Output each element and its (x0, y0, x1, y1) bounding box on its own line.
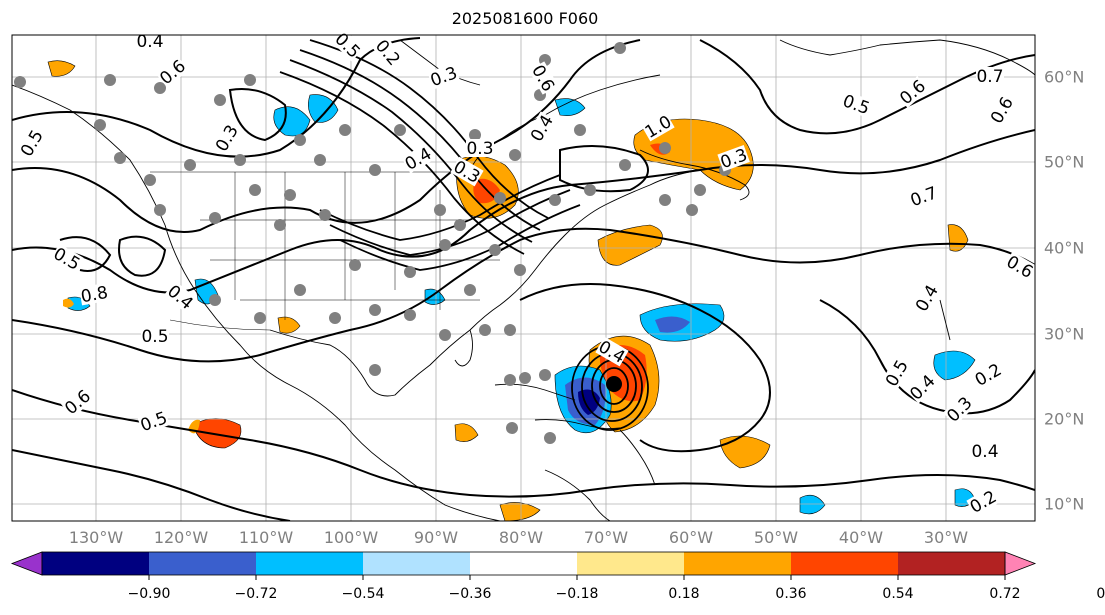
contour-label-bg (717, 144, 750, 172)
colorbar-tick-label: 0.36 (775, 586, 807, 602)
lon-tick-label: 40°W (838, 528, 884, 547)
contour-label: 0.3 (466, 139, 493, 159)
contour-label-bg (971, 359, 1005, 390)
lat-tick-label: 50°N (1044, 152, 1085, 172)
contour-label: 0.5 (141, 327, 168, 347)
contour-label: 0.8 (79, 283, 109, 307)
map-frame (11, 34, 1036, 522)
contour-label-bg (526, 111, 557, 145)
contour-label-bg (905, 370, 939, 404)
contour-label-bg (50, 243, 84, 274)
contour-label-bg (641, 111, 675, 142)
contour-label-bg (136, 32, 164, 50)
colorbar-tick-label: −0.72 (234, 586, 278, 602)
colorbar-tick-label: 0.18 (668, 586, 700, 602)
lon-tick-label: 60°W (668, 528, 714, 547)
shade-orange-caribbean (454, 423, 479, 442)
shade-orange-north (47, 60, 76, 77)
shade-blue-west (273, 106, 311, 137)
contour-label: 0.7 (976, 67, 1003, 87)
lon-tick-label: 50°W (753, 528, 799, 547)
contour-label-bg (427, 62, 460, 90)
contour-label-bg (331, 28, 365, 62)
contour-label-bg (141, 327, 169, 345)
contour-label-bg (16, 126, 47, 160)
colorbar-tick-label: −0.36 (448, 586, 492, 602)
contour-label-bg (966, 486, 1000, 517)
contour-label-bg (976, 67, 1004, 85)
contour-label-bg (971, 442, 999, 460)
jet-contours (279, 39, 581, 271)
colorbar-tick-label: −0.54 (341, 586, 385, 602)
graticule (12, 35, 1035, 521)
shade-blue-atlantic-core (655, 316, 690, 333)
contour-label-bg (211, 121, 242, 155)
contour-label-bg (372, 35, 404, 69)
contour-label-bg (155, 56, 189, 88)
shade-orange-east1 (719, 435, 771, 469)
lat-tick-label: 40°N (1044, 238, 1085, 258)
contour-label-bg (1003, 251, 1037, 282)
lon-tick-label: 90°W (413, 528, 459, 547)
contour-label-bg (60, 386, 94, 418)
lon-tick-label: 110°W (238, 528, 294, 547)
lat-tick-label: 20°N (1044, 409, 1085, 429)
contour-label-bg (137, 407, 170, 435)
contour-label-bg (986, 93, 1017, 127)
lon-tick-label: 120°W (153, 528, 209, 547)
shade-blue-west2 (308, 94, 339, 123)
contour-label-bg (78, 282, 110, 306)
lon-tick-label: 130°W (68, 528, 124, 547)
lat-tick-label: 60°N (1044, 67, 1085, 87)
colorbar-tick-label: 0.90 (1096, 586, 1105, 602)
colorbar-tick-label: 0.54 (882, 586, 914, 602)
lat-tick-label: 10°N (1044, 494, 1085, 514)
colorbar-tick-label: −0.18 (555, 586, 599, 602)
shade-blue-east2 (799, 494, 826, 515)
contour-label: 0.4 (136, 32, 163, 52)
shade-blue-north (554, 98, 586, 116)
storm-center-marker (606, 376, 622, 392)
shade-blue-east1 (933, 350, 976, 381)
contour-label-bg (881, 356, 912, 390)
colorbar-tick-label: 0.72 (989, 586, 1021, 602)
contour-label: 0.4 (971, 442, 998, 462)
map-title: 2025081600 F060 (451, 9, 599, 28)
contour-label-bg (401, 143, 435, 174)
shaded-fields (47, 60, 976, 521)
colorbar-tick-label: −0.90 (127, 586, 171, 602)
contour-label-bg (528, 61, 559, 95)
map-background (12, 35, 1035, 521)
contour-label-bg (595, 336, 629, 367)
contour-label-bg (466, 139, 494, 157)
contour-label-bg (840, 90, 873, 118)
lon-tick-label: 100°W (323, 528, 379, 547)
shade-orange-gulf (277, 316, 301, 334)
lon-tick-label: 30°W (923, 528, 969, 547)
contour-label-bg (942, 392, 976, 426)
contour-label-bg (450, 156, 484, 187)
contour-label-bg (907, 182, 940, 210)
lon-tick-label: 70°W (583, 528, 629, 547)
shade-orange-pac2 (63, 298, 74, 308)
observation-markers (14, 42, 731, 444)
contour-label-bg (911, 281, 942, 315)
contour-label-bg (164, 281, 198, 313)
lon-tick-label: 80°W (498, 528, 544, 547)
contour-label-bg (895, 76, 929, 108)
lat-tick-label: 30°N (1044, 324, 1085, 344)
